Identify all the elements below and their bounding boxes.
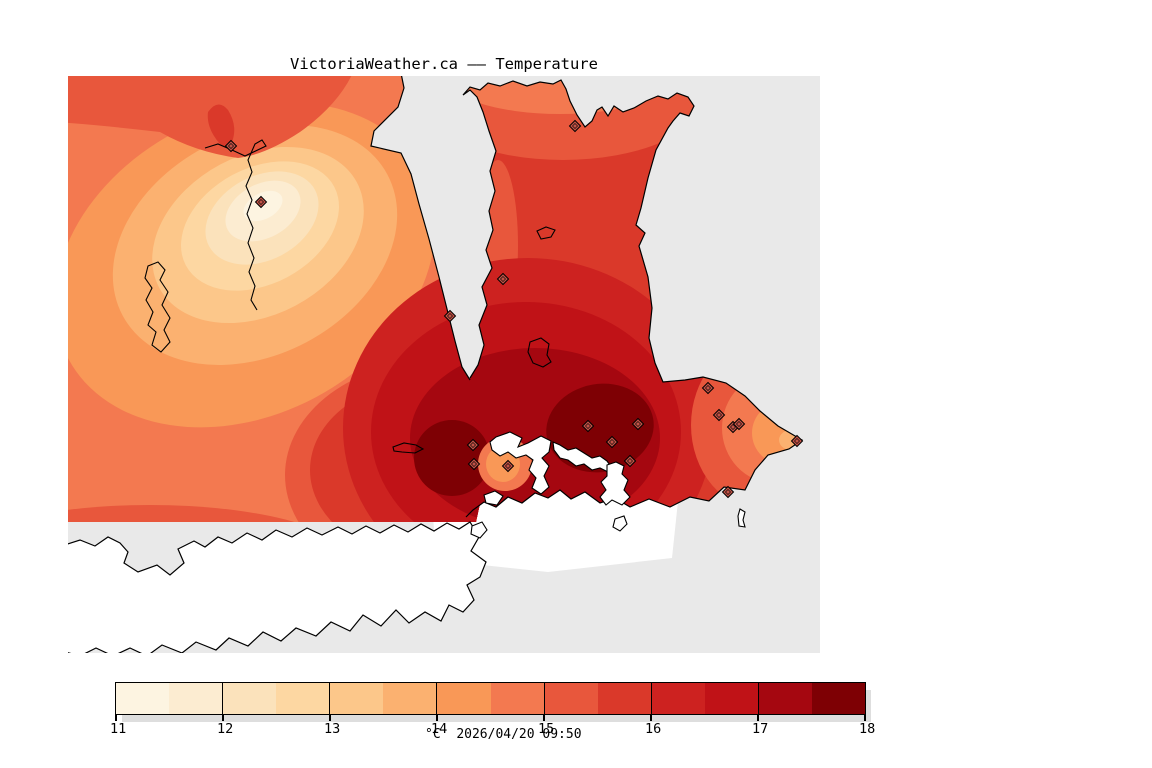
tick-mark [329, 715, 331, 721]
colorbar [115, 682, 866, 715]
station-marker [701, 381, 715, 395]
station-marker [466, 438, 480, 452]
station-marker [721, 485, 735, 499]
station-marker [443, 309, 457, 323]
colorbar-cell [222, 683, 277, 714]
tick-label: 17 [752, 721, 769, 737]
shawnigan-lake [144, 261, 171, 353]
colorbar-caption: °C 2026/04/20 09:50 [425, 727, 582, 742]
station-marker [467, 457, 481, 471]
tick-label: 18 [859, 721, 876, 737]
station-marker [496, 272, 510, 286]
langford-lake [392, 442, 425, 454]
colorbar-cell [597, 683, 651, 714]
colorbar-cell [436, 683, 491, 714]
inlet-west-coastline [370, 76, 471, 381]
station-marker [568, 119, 582, 133]
timestamp: 2026/04/20 09:50 [456, 727, 582, 742]
station-marker [224, 139, 238, 153]
station-marker [581, 419, 595, 433]
station-marker [712, 408, 726, 422]
colorbar-cell [490, 683, 544, 714]
map-area [68, 76, 820, 653]
colorbar-cell [650, 683, 705, 714]
station-marker [732, 417, 746, 431]
colorbar-cell [812, 683, 866, 714]
island [612, 515, 628, 532]
tick-label: 12 [217, 721, 234, 737]
tick-mark [115, 715, 117, 721]
island [737, 508, 746, 528]
victoria-harbour [599, 461, 631, 506]
tick-mark [436, 715, 438, 721]
tick-label: 16 [645, 721, 662, 737]
harbour-notch [483, 490, 504, 506]
station-marker [605, 435, 619, 449]
station-marker [623, 454, 637, 468]
tick-mark [222, 715, 224, 721]
colorbar-cell [704, 683, 758, 714]
station-marker [254, 195, 268, 209]
colorbar-cell [383, 683, 437, 714]
page-title: VictoriaWeather.ca —— Temperature [290, 55, 598, 73]
small-lake [536, 226, 556, 240]
colorbar-cell [757, 683, 813, 714]
hot-spot-west [414, 420, 490, 496]
colorbar-cell [543, 683, 598, 714]
tick-mark [650, 715, 652, 721]
unit-label: °C [425, 727, 441, 742]
tick-mark [757, 715, 759, 721]
tick-mark [543, 715, 545, 721]
tick-label: 14 [431, 721, 448, 737]
island [470, 521, 488, 539]
colorbar-cell [276, 683, 330, 714]
colorbar-cell [169, 683, 223, 714]
station-marker [631, 417, 645, 431]
finlayson-arm [204, 139, 267, 311]
tick-mark [864, 715, 866, 721]
colorbar-ticks [115, 715, 866, 721]
colorbar-cell [329, 683, 384, 714]
peninsula-coastline [462, 79, 804, 518]
station-markers [224, 119, 804, 499]
esquimalt-harbour [489, 431, 552, 495]
tick-label: 11 [110, 721, 127, 737]
tick-label: 13 [324, 721, 341, 737]
colorbar-tick-labels: 11 12 13 14 15 16 17 18 [110, 721, 895, 737]
colorbar-cell [116, 683, 170, 714]
tick-label: 15 [538, 721, 555, 737]
station-marker [501, 459, 515, 473]
elk-lake [527, 337, 552, 368]
station-marker [790, 434, 804, 448]
